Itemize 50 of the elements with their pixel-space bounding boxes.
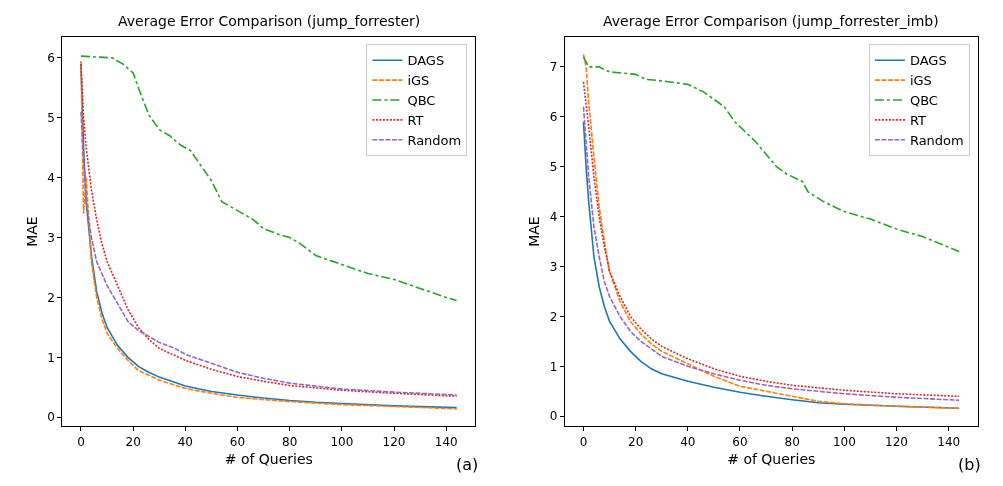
legend-label: iGS [909,73,932,89]
legend-label: iGS [407,73,430,89]
y-tick-label: 1 [47,350,55,365]
legend-label: QBC [909,93,938,109]
line-series [80,55,458,302]
x-tick-label: 100 [330,434,354,449]
y-tick-label: 2 [47,290,55,305]
text: (a) [456,455,479,474]
x-tick-label: 20 [628,434,644,449]
y-tick-label: 4 [549,209,558,224]
y-axis-title: MAE [23,216,40,247]
x-tick-label: 60 [732,434,748,449]
legend-label: DAGS [909,53,947,69]
legend-label: Random [909,132,964,148]
y-tick-label: 3 [549,259,558,274]
legend-label: DAGS [407,53,445,69]
x-tick-label: 20 [125,434,141,449]
x-tick-label: 140 [937,434,961,449]
y-axis-title: MAE [526,216,543,247]
y-tick-label: 2 [549,309,558,324]
y-tick-label: 6 [549,109,558,124]
y-tick-label: 0 [549,409,558,424]
y-tick-label: 0 [47,410,55,425]
y-tick-label: 5 [47,110,55,125]
y-tick-label: 4 [47,170,55,185]
y-tick-label: 7 [549,60,558,75]
x-tick-label: 100 [832,434,856,449]
legend-label: QBC [407,93,436,109]
x-tick-label: 40 [680,434,696,449]
x-tick-label: 0 [579,434,588,449]
text: (b) [958,455,981,474]
y-tick-label: 5 [549,159,558,174]
x-tick-label: 80 [784,434,800,449]
x-tick-label: 60 [229,434,246,449]
y-tick-label: 6 [47,51,55,66]
x-axis-title: # of Queries [224,450,313,467]
chart-title: Average Error Comparison (jump_forrester) [118,13,421,29]
x-tick-label: 0 [77,434,85,449]
x-tick-label: 140 [434,434,458,449]
x-axis-title: # of Queries [727,450,816,467]
x-tick-label: 80 [282,434,298,449]
legend-label: RT [407,112,424,128]
legend-label: RT [909,112,926,128]
y-tick-label: 1 [549,359,558,374]
chart-title: Average Error Comparison (jump_forrester_imb) [603,13,939,29]
y-tick-label: 3 [47,230,55,245]
x-tick-label: 40 [177,434,193,449]
legend-label: Random [407,132,462,148]
x-tick-label: 120 [885,434,908,449]
x-tick-label: 120 [382,434,406,449]
